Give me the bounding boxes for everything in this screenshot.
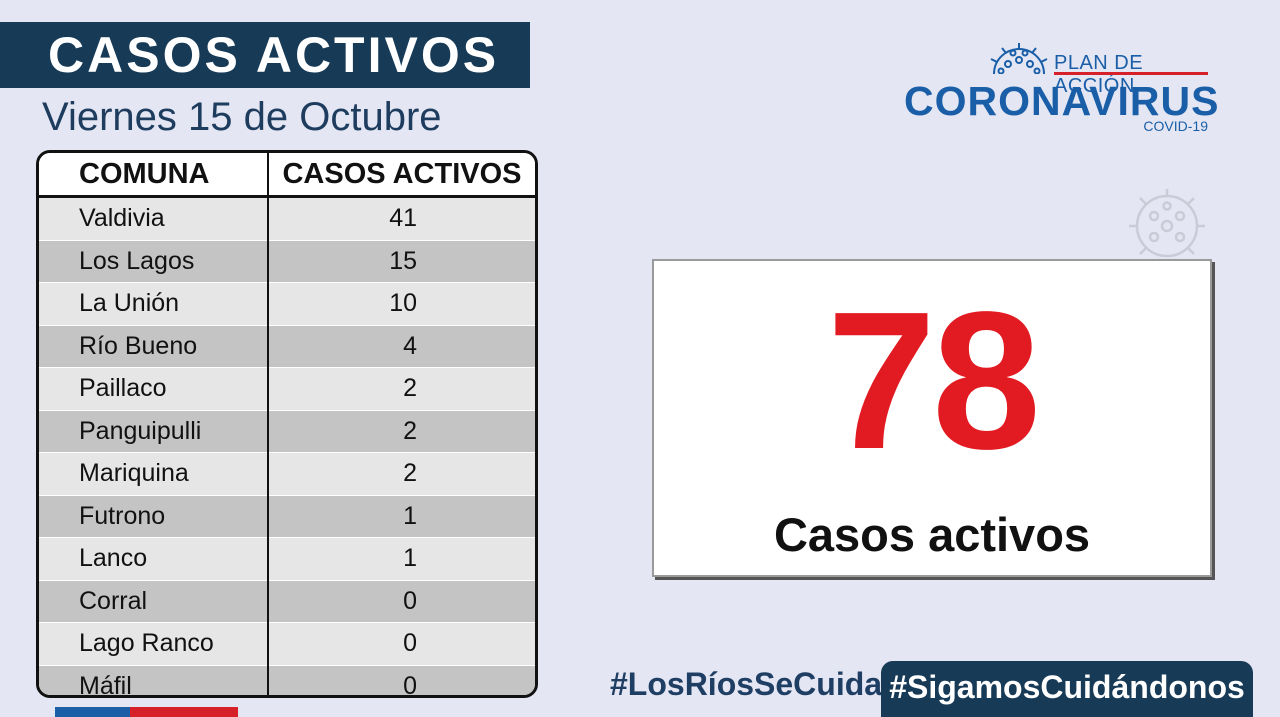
casos-cell: 0 <box>268 622 535 666</box>
table-row: Corral 0 <box>39 580 535 623</box>
hashtag-los-rios: #LosRíosSeCuida <box>610 666 883 702</box>
casos-cell: 1 <box>268 495 535 538</box>
column-header-comuna: COMUNA <box>39 153 269 198</box>
table-header-row: COMUNA CASOS ACTIVOS <box>39 153 535 198</box>
report-date: Viernes 15 de Octubre <box>42 95 442 139</box>
table-row: Los Lagos 15 <box>39 240 535 283</box>
casos-cell: 2 <box>268 410 535 453</box>
comuna-cell: Futrono <box>39 495 269 538</box>
table-row: Mariquina 2 <box>39 452 535 496</box>
table-row: Lanco 1 <box>39 537 535 581</box>
casos-cell: 2 <box>268 452 535 496</box>
comuna-cell: Paillaco <box>39 367 269 411</box>
cases-table: COMUNA CASOS ACTIVOS Valdivia 41 Los Lag… <box>36 150 538 698</box>
table-row: Panguipulli 2 <box>39 410 535 453</box>
column-header-casos: CASOS ACTIVOS <box>268 153 535 198</box>
flag-stripe-red <box>130 707 238 717</box>
total-cases-label: Casos activos <box>773 508 1091 561</box>
casos-cell: 0 <box>268 665 535 695</box>
casos-cell: 0 <box>268 580 535 623</box>
logo-plan-text: PLAN DE ACCIÓN <box>1054 52 1144 97</box>
logo-title: CORONAVIRUS <box>904 78 1220 124</box>
comuna-cell: La Unión <box>39 282 269 326</box>
comuna-cell: Lago Ranco <box>39 622 269 666</box>
coronavirus-logo: PLAN DE ACCIÓN CORONAVIRUS COVID-19 <box>900 38 1218 138</box>
table-row: Máfil 0 <box>39 665 535 695</box>
total-cases-card: 78 Casos activos <box>652 259 1212 577</box>
casos-cell: 41 <box>268 196 535 241</box>
casos-cell: 15 <box>268 240 535 283</box>
casos-cell: 1 <box>268 537 535 581</box>
comuna-cell: Corral <box>39 580 269 623</box>
page-title: CASOS ACTIVOS <box>48 27 500 83</box>
logo-subtitle: COVID-19 <box>1143 118 1208 134</box>
table-row: Lago Ranco 0 <box>39 622 535 666</box>
comuna-cell: Los Lagos <box>39 240 269 283</box>
hashtag-sigamos: #SigamosCuidándonos <box>889 669 1245 705</box>
comuna-cell: Máfil <box>39 665 269 695</box>
table-row: Paillaco 2 <box>39 367 535 411</box>
casos-cell: 2 <box>268 367 535 411</box>
total-cases-number: 78 <box>826 271 1041 490</box>
casos-cell: 10 <box>268 282 535 326</box>
title-banner: CASOS ACTIVOS <box>0 22 530 88</box>
comuna-cell: Lanco <box>39 537 269 581</box>
comuna-cell: Panguipulli <box>39 410 269 453</box>
table-row: La Unión 10 <box>39 282 535 326</box>
virus-icon <box>1129 189 1205 258</box>
logo-divider <box>1054 72 1208 75</box>
comuna-cell: Mariquina <box>39 452 269 496</box>
comuna-cell: Valdivia <box>39 196 269 241</box>
comuna-cell: Río Bueno <box>39 325 269 368</box>
virus-icon <box>990 43 1048 74</box>
table-row: Río Bueno 4 <box>39 325 535 368</box>
table-row: Valdivia 41 <box>39 196 535 241</box>
casos-cell: 4 <box>268 325 535 368</box>
flag-stripe-blue <box>55 707 130 717</box>
table-row: Futrono 1 <box>39 495 535 538</box>
hashtag-sigamos-banner: #SigamosCuidándonos <box>881 661 1253 717</box>
